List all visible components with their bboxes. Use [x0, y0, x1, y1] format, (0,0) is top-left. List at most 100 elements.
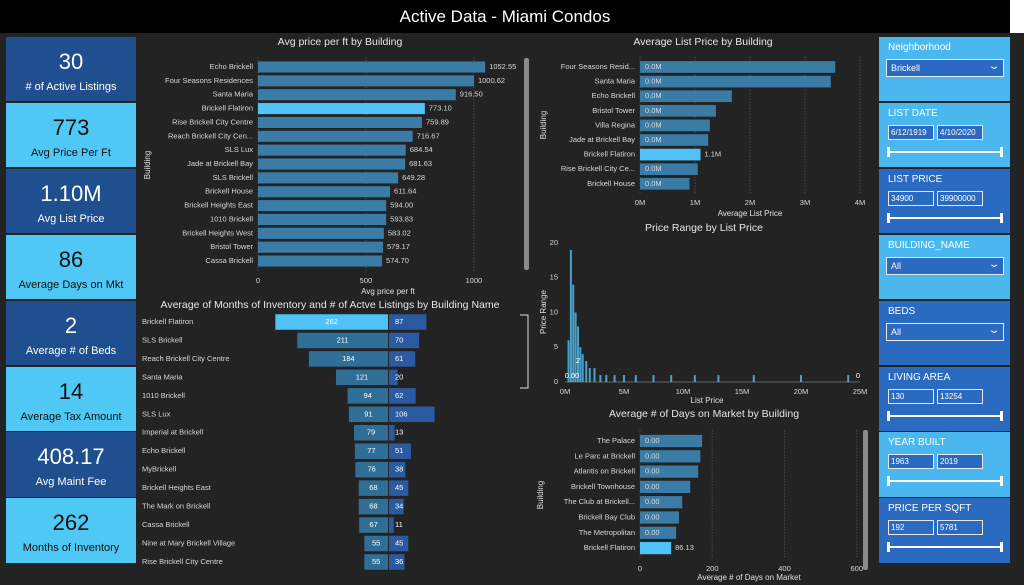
- dropdown[interactable]: [886, 59, 1004, 77]
- data-label: 106: [395, 409, 408, 418]
- slider-handle[interactable]: [887, 212, 890, 223]
- filter-title: BEDS: [888, 305, 916, 317]
- kpi-value: 2: [64, 312, 78, 338]
- slider-track[interactable]: [890, 480, 1002, 483]
- bar: [640, 148, 701, 161]
- kpi-card: [6, 234, 136, 300]
- slider-handle[interactable]: [1000, 476, 1003, 487]
- range-input[interactable]: [937, 388, 983, 404]
- y-tick-label: 10: [550, 307, 558, 316]
- slider-handle[interactable]: [887, 542, 890, 553]
- data-label: 0.0M: [645, 106, 662, 115]
- window-edge: [1010, 0, 1024, 33]
- data-label: 70: [395, 335, 403, 344]
- data-label: 0.00: [645, 436, 660, 445]
- scrollbar[interactable]: [863, 430, 868, 570]
- data-label: 11: [395, 520, 403, 529]
- category-label: MyBrickell: [142, 465, 177, 474]
- range-input[interactable]: [937, 454, 983, 470]
- range-input[interactable]: [888, 454, 934, 470]
- data-label: 87: [395, 317, 403, 326]
- dropdown[interactable]: [886, 322, 1004, 341]
- bar: [389, 388, 416, 404]
- bar: [640, 75, 831, 88]
- range-input[interactable]: [888, 124, 934, 140]
- bar: [640, 119, 710, 132]
- data-label: 1000.62: [478, 76, 505, 85]
- dropdown-chevron[interactable]: ⌄: [987, 258, 1001, 270]
- bar: [613, 375, 616, 382]
- dropdown-chevron[interactable]: ⌄: [987, 324, 1001, 336]
- bar: [258, 116, 423, 128]
- bar: [652, 375, 655, 382]
- range-value: 4/10/2020: [940, 127, 976, 137]
- bar: [308, 351, 388, 367]
- filter-title: LIVING AREA: [888, 371, 951, 383]
- scrollbar[interactable]: [524, 58, 529, 270]
- slider-handle[interactable]: [1000, 212, 1003, 223]
- slider-handle[interactable]: [1000, 146, 1003, 157]
- filter-title: PRICE PER SQFT: [888, 503, 972, 515]
- category-label: Four Seasons Residences: [165, 76, 253, 85]
- range-value: 34900: [891, 193, 914, 203]
- slider-track[interactable]: [890, 150, 1002, 153]
- data-label: 36: [395, 557, 403, 566]
- bar: [640, 541, 672, 555]
- category-label: Bristol Tower: [210, 242, 253, 251]
- data-label: 61: [395, 354, 403, 363]
- slider-track[interactable]: [890, 546, 1002, 549]
- slider-handle[interactable]: [1000, 542, 1003, 553]
- slider-track[interactable]: [890, 216, 1002, 219]
- data-label: 91: [364, 409, 372, 418]
- category-label: Santa Maria: [595, 77, 636, 86]
- bar: [389, 535, 409, 552]
- bar: [389, 498, 404, 515]
- filter-title: YEAR BUILT: [888, 437, 946, 449]
- bar: [640, 450, 701, 463]
- bar: [359, 517, 388, 533]
- slider-handle[interactable]: [887, 146, 890, 157]
- slider-handle[interactable]: [1000, 410, 1003, 421]
- bar: [569, 249, 572, 382]
- x-tick-label: 0M: [560, 387, 570, 396]
- annotation: 2: [576, 356, 580, 365]
- range-input[interactable]: [937, 124, 983, 140]
- range-input[interactable]: [888, 190, 934, 206]
- category-label: Cassa Brickell: [142, 520, 190, 529]
- category-label: The Mark on Brickell: [142, 502, 211, 511]
- bar: [693, 375, 696, 382]
- kpi-card: [6, 102, 136, 168]
- dropdown-value: All: [891, 260, 902, 271]
- category-label: Brickell Flatiron: [142, 317, 193, 326]
- range-input[interactable]: [888, 388, 934, 404]
- data-label: 0.0M: [645, 135, 662, 144]
- bar: [354, 443, 388, 459]
- bar: [335, 369, 388, 386]
- kpi-label: Average Days on Mkt: [18, 278, 124, 291]
- slider-handle[interactable]: [887, 410, 890, 421]
- bar: [640, 480, 691, 494]
- data-label: 94: [364, 391, 372, 400]
- slider-handle[interactable]: [887, 476, 890, 487]
- category-label: Echo Brickell: [142, 446, 186, 455]
- slider-track[interactable]: [890, 414, 1002, 417]
- bar: [258, 130, 413, 142]
- data-label: 684.54: [410, 145, 433, 154]
- dropdown[interactable]: [886, 256, 1004, 275]
- category-label: Santa Maria: [213, 90, 254, 99]
- range-input[interactable]: [937, 520, 983, 536]
- data-label: 45: [395, 483, 403, 492]
- bar: [800, 375, 802, 382]
- filter-title: LIST PRICE: [888, 173, 943, 185]
- kpi-card: [6, 366, 136, 431]
- bar: [364, 535, 388, 552]
- category-label: Nine at Mary Brickell Village: [142, 539, 235, 548]
- y-axis-title: Building: [536, 481, 545, 509]
- range-input[interactable]: [888, 520, 934, 536]
- dropdown-chevron[interactable]: ⌄: [987, 61, 1001, 72]
- range-input[interactable]: [937, 190, 983, 206]
- dashboard-title: Active Data - Miami Condos: [399, 7, 611, 26]
- x-tick-label: 600: [851, 564, 864, 573]
- bar: [593, 368, 596, 382]
- x-tick-label: 25M: [853, 387, 868, 396]
